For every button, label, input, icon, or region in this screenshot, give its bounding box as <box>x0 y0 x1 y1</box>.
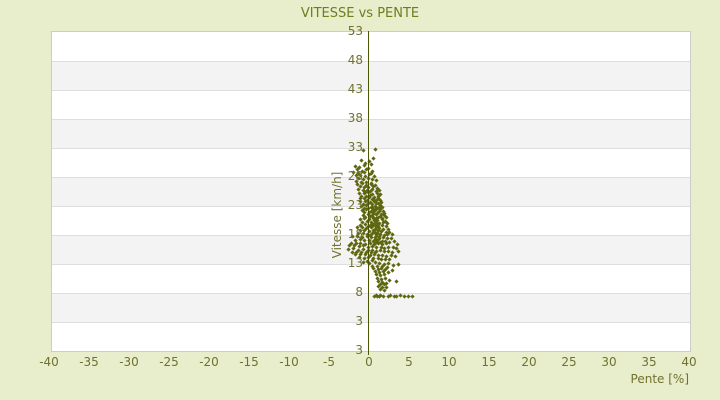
y-axis-title: Vitesse [km/h] <box>330 171 344 259</box>
plot-area <box>51 31 691 352</box>
y-axis-tick-label: 28 <box>347 169 363 183</box>
y-axis-tick-label: 3 <box>355 343 363 357</box>
x-axis-tick-label: 5 <box>405 355 413 369</box>
y-axis-tick-label: 13 <box>347 256 363 270</box>
x-axis-tick-label: 25 <box>561 355 577 369</box>
x-axis-tick-label: -10 <box>279 355 299 369</box>
y-axis-tick-label: 48 <box>347 53 363 67</box>
y-axis-tick-label: 33 <box>347 140 363 154</box>
grid-band <box>52 61 690 90</box>
scatter-point <box>381 287 387 293</box>
x-axis-tick-label: 0 <box>365 355 373 369</box>
y-axis-tick-label: 23 <box>347 198 363 212</box>
x-axis-tick-label: 35 <box>641 355 657 369</box>
x-axis-title: Pente [%] <box>630 372 689 386</box>
x-axis-tick-label: 10 <box>441 355 457 369</box>
x-axis-tick-label: 30 <box>601 355 617 369</box>
x-axis-tick-label: -25 <box>159 355 179 369</box>
x-axis-tick-label: 15 <box>481 355 497 369</box>
grid-band <box>52 148 690 177</box>
y-axis-line <box>368 31 369 355</box>
y-axis-tick-label: 18 <box>347 227 363 241</box>
x-axis-tick-label: -30 <box>119 355 139 369</box>
y-axis-tick-label: 43 <box>347 82 363 96</box>
x-axis-tick-label: -40 <box>39 355 59 369</box>
grid-band <box>52 293 690 322</box>
y-axis-tick-label: 53 <box>347 24 363 38</box>
grid-band <box>52 90 690 119</box>
x-axis-tick-label: 20 <box>521 355 537 369</box>
grid-band <box>52 32 690 61</box>
x-axis-tick-label: -35 <box>79 355 99 369</box>
x-axis-tick-label: -15 <box>239 355 259 369</box>
y-axis-tick-label: 38 <box>347 111 363 125</box>
y-axis-tick-label: 3 <box>355 314 363 328</box>
x-axis-tick-label: -5 <box>323 355 335 369</box>
chart-title: VITESSE vs PENTE <box>300 6 420 21</box>
grid-band <box>52 322 690 351</box>
grid-band <box>52 119 690 148</box>
x-axis-tick-label: -20 <box>199 355 219 369</box>
y-axis-tick-label: 8 <box>355 285 363 299</box>
x-axis-tick-label: 40 <box>681 355 697 369</box>
